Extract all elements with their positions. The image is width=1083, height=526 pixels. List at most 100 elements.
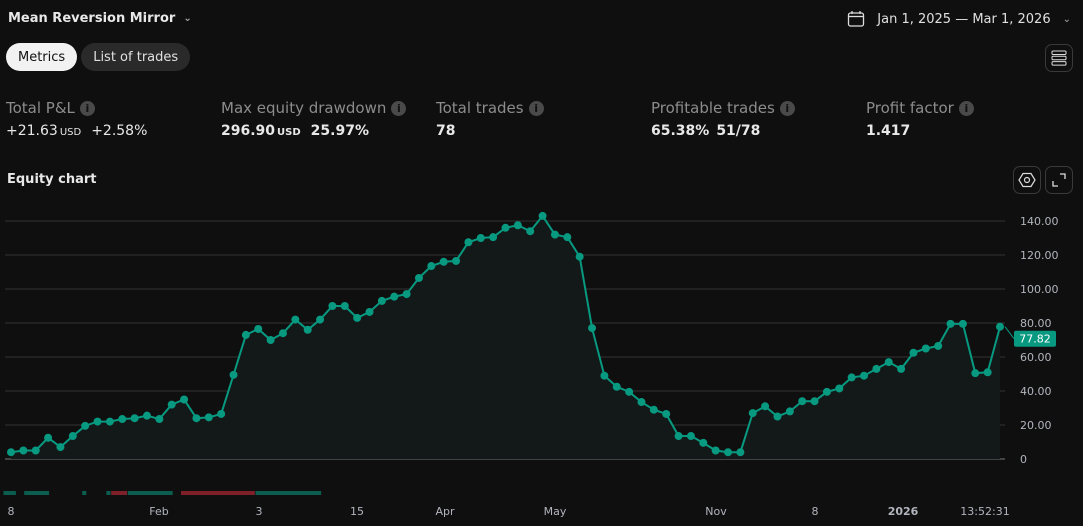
equity-point: [699, 438, 708, 447]
equity-point: [921, 344, 930, 353]
tab-metrics[interactable]: Metrics: [6, 43, 78, 71]
equity-point: [489, 233, 498, 242]
equity-point: [254, 324, 263, 333]
equity-point: [575, 252, 584, 261]
equity-point: [736, 448, 745, 457]
equity-point: [686, 432, 695, 441]
metric-ratio: 51/78: [716, 123, 761, 139]
y-tick-label: 0: [1020, 453, 1027, 466]
equity-point: [600, 371, 609, 380]
last-value-badge: [1014, 330, 1056, 347]
settings-hexagon-icon: [1018, 172, 1036, 188]
x-tick-label: Feb: [149, 505, 168, 518]
equity-point: [266, 336, 275, 344]
x-tick-label: 15: [350, 505, 364, 518]
equity-point: [19, 446, 28, 455]
equity-point: [105, 417, 114, 426]
equity-point: [439, 257, 448, 266]
equity-point: [835, 384, 844, 393]
fullscreen-button[interactable]: [1045, 166, 1073, 194]
trade-period-bar: [3, 491, 16, 495]
equity-point: [278, 329, 287, 338]
equity-point: [538, 211, 547, 220]
equity-point: [204, 413, 213, 422]
trade-period-bar: [111, 491, 128, 495]
calendar-icon: [848, 11, 865, 27]
equity-point: [785, 407, 794, 416]
equity-point: [748, 409, 757, 418]
equity-point: [192, 414, 201, 423]
equity-point: [130, 414, 139, 423]
metric-total-trades: Total trades i 78: [436, 99, 544, 139]
equity-point: [637, 398, 646, 407]
equity-point: [662, 409, 671, 418]
tab-list-of-trades[interactable]: List of trades: [81, 43, 191, 71]
x-tick-label: 8: [8, 505, 15, 518]
chart-settings-button[interactable]: [1013, 166, 1041, 194]
equity-point: [909, 348, 918, 357]
trade-period-bar: [82, 491, 87, 495]
equity-point: [847, 373, 856, 382]
equity-point: [958, 319, 967, 328]
equity-point: [217, 409, 226, 418]
date-range-selector[interactable]: Jan 1, 2025 — Mar 1, 2026 ⌄: [847, 10, 1071, 28]
equity-point: [56, 443, 65, 452]
trade-period-bar: [24, 491, 50, 495]
equity-point: [427, 262, 436, 271]
equity-point: [773, 412, 782, 421]
equity-point: [229, 370, 238, 379]
metric-label: Total trades: [436, 99, 524, 117]
equity-point: [860, 371, 869, 380]
info-icon[interactable]: i: [958, 100, 974, 116]
y-tick-label: 80.00: [1020, 317, 1052, 330]
x-tick-label: Nov: [705, 505, 727, 518]
info-icon[interactable]: i: [391, 100, 407, 116]
metric-label: Profitable trades: [651, 99, 775, 117]
y-tick-label: 20.00: [1020, 419, 1052, 432]
metric-max-drawdown: Max equity drawdown i 296.90 USD 25.97%: [221, 99, 407, 139]
info-icon[interactable]: i: [79, 100, 95, 116]
equity-point: [526, 227, 535, 236]
metric-label: Total P&L: [6, 99, 75, 117]
info-icon[interactable]: i: [528, 100, 544, 116]
equity-point: [513, 221, 522, 230]
metric-value: +21.63: [6, 123, 58, 139]
equity-point: [68, 432, 77, 441]
layout-toggle-button[interactable]: [1045, 44, 1073, 72]
strategy-selector[interactable]: Mean Reversion Mirror ⌄: [8, 11, 192, 26]
equity-point: [884, 358, 893, 367]
equity-point: [612, 382, 621, 391]
equity-point: [390, 292, 399, 301]
equity-point: [996, 322, 1004, 331]
equity-point: [810, 397, 819, 406]
equity-point: [155, 415, 164, 424]
equity-point: [711, 446, 720, 455]
equity-point: [31, 446, 40, 455]
metric-total-pnl: Total P&L i +21.63 USD +2.58%: [6, 99, 147, 139]
y-tick-label: 60.00: [1020, 351, 1052, 364]
equity-point: [340, 302, 349, 310]
equity-point: [464, 238, 473, 247]
y-tick-label: 120.00: [1020, 249, 1059, 262]
x-tick-label: 13:52:31: [960, 505, 1009, 518]
equity-point: [588, 324, 597, 333]
y-tick-label: 140.00: [1020, 215, 1059, 228]
equity-point: [971, 369, 980, 378]
trade-period-bar: [255, 491, 322, 495]
equity-point: [402, 290, 411, 299]
equity-point: [501, 223, 510, 232]
metric-label: Max equity drawdown: [221, 99, 387, 117]
equity-point: [476, 234, 485, 242]
equity-point: [550, 230, 559, 239]
equity-point: [118, 415, 127, 424]
equity-point: [822, 387, 831, 396]
equity-point: [167, 400, 176, 409]
strategy-name: Mean Reversion Mirror: [8, 11, 176, 26]
equity-point: [983, 368, 992, 377]
metric-label: Profit factor: [866, 99, 954, 117]
metric-unit: USD: [59, 127, 82, 138]
equity-point: [353, 313, 362, 322]
info-icon[interactable]: i: [779, 100, 795, 116]
equity-point: [934, 341, 943, 350]
